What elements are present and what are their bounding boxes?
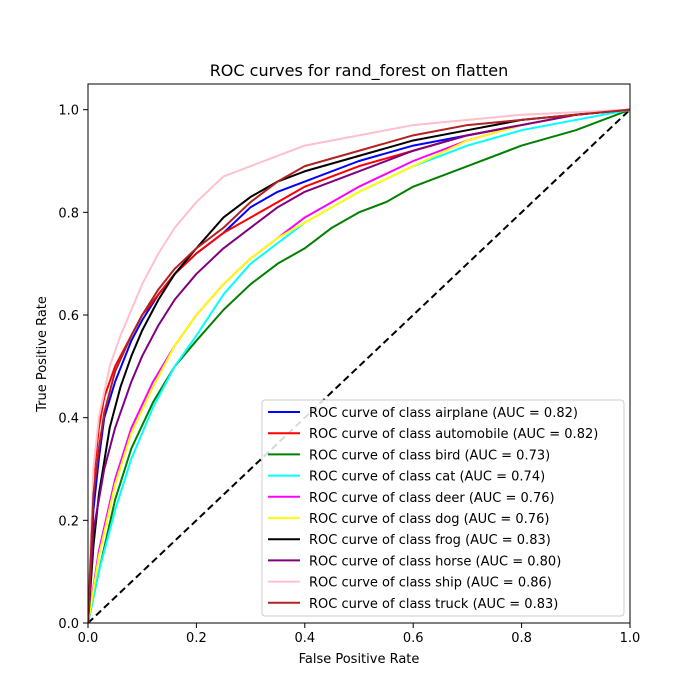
legend-box	[261, 399, 625, 617]
legend-entry: ROC curve of class automobile (AUC = 0.8…	[309, 427, 598, 442]
y-tick-label: 0.4	[58, 412, 79, 427]
plot-area	[88, 108, 630, 623]
legend-entry: ROC curve of class horse (AUC = 0.80)	[309, 554, 561, 569]
legend: ROC curve of class airplane (AUC = 0.82)…	[261, 399, 625, 617]
legend-entry: ROC curve of class bird (AUC = 0.73)	[309, 448, 550, 463]
x-tick-label: 0.2	[186, 631, 207, 646]
chart-title: ROC curves for rand_forest on flatten	[210, 61, 509, 81]
x-tick-label: 1.0	[620, 631, 641, 646]
y-tick-label: 0.0	[58, 617, 79, 632]
y-tick-label: 0.2	[58, 514, 79, 529]
legend-entry: ROC curve of class frog (AUC = 0.83)	[309, 533, 551, 548]
y-axis-label: True Positive Rate	[35, 296, 50, 413]
legend-entry: ROC curve of class dog (AUC = 0.76)	[309, 512, 549, 527]
roc-curve-2	[88, 108, 630, 623]
x-tick-label: 0.8	[511, 631, 532, 646]
y-tick-label: 1.0	[58, 104, 79, 119]
x-tick-label: 0.6	[403, 631, 424, 646]
legend-entry: ROC curve of class ship (AUC = 0.86)	[309, 576, 552, 591]
legend-entry: ROC curve of class cat (AUC = 0.74)	[309, 470, 545, 485]
x-axis: 0.0 0.2 0.4 0.6 0.8 1.0	[78, 623, 641, 646]
plot-frame	[87, 83, 631, 624]
roc-curve-8	[88, 108, 630, 623]
x-tick-label: 0.4	[294, 631, 315, 646]
roc-curve-7	[88, 108, 630, 623]
legend-entry: ROC curve of class truck (AUC = 0.83)	[309, 597, 558, 612]
roc-curve-3	[88, 108, 630, 623]
roc-curve-6	[88, 108, 630, 623]
y-axis: 0.0 0.2 0.4 0.6 0.8 1.0	[58, 104, 88, 632]
roc-curve-5	[88, 108, 630, 623]
y-tick-label: 0.8	[58, 206, 79, 221]
legend-entry: ROC curve of class deer (AUC = 0.76)	[309, 491, 555, 506]
x-axis-label: False Positive Rate	[299, 652, 420, 667]
chance-line	[88, 108, 630, 623]
series-layer	[88, 108, 630, 623]
x-tick-label: 0.0	[78, 631, 99, 646]
roc-curve-9	[88, 108, 630, 623]
legend-entry: ROC curve of class airplane (AUC = 0.82)	[309, 406, 578, 421]
y-tick-label: 0.6	[58, 309, 79, 324]
